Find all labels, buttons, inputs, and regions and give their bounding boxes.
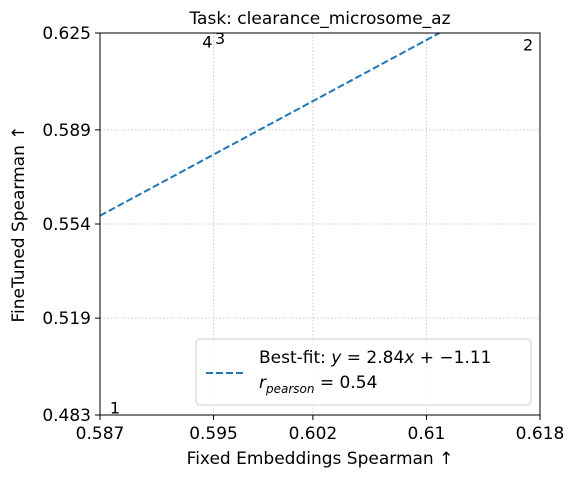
y-axis-label: FineTuned Spearman ↑ [9, 125, 29, 322]
point-labels: 1 2 34 [110, 29, 533, 418]
point-label-2: 2 [523, 35, 533, 54]
x-axis-ticks: 0.587 0.595 0.602 0.61 0.618 [76, 415, 565, 444]
best-fit-line [99, 32, 440, 217]
x-tick-label: 0.595 [189, 424, 238, 444]
legend-box [195, 338, 532, 406]
point-label-3: 3 [215, 29, 225, 48]
legend-r-label: rpearson = 0.54 [259, 373, 377, 396]
y-tick-label: 0.625 [42, 24, 91, 44]
chart-title: Task: clearance_microsome_az [188, 9, 450, 29]
point-label-1: 1 [110, 399, 120, 418]
point-label-4: 4 [202, 32, 212, 51]
y-axis-ticks: 0.483 0.519 0.554 0.589 0.625 [42, 24, 100, 426]
y-tick-label: 0.589 [42, 121, 91, 141]
x-tick-label: 0.618 [516, 424, 565, 444]
legend-fit-label: Best-fit: y = 2.84x + −1.11 [259, 348, 491, 368]
best-fit-line-group [99, 32, 440, 217]
y-tick-label: 0.519 [42, 309, 91, 329]
x-tick-label: 0.587 [76, 424, 125, 444]
x-axis-label: Fixed Embeddings Spearman ↑ [187, 449, 454, 469]
y-tick-label: 0.554 [42, 215, 91, 235]
x-tick-label: 0.602 [289, 424, 338, 444]
x-tick-label: 0.61 [408, 424, 446, 444]
y-tick-label: 0.483 [42, 406, 91, 426]
legend: Best-fit: y = 2.84x + −1.11 rpearson = 0… [195, 338, 532, 406]
